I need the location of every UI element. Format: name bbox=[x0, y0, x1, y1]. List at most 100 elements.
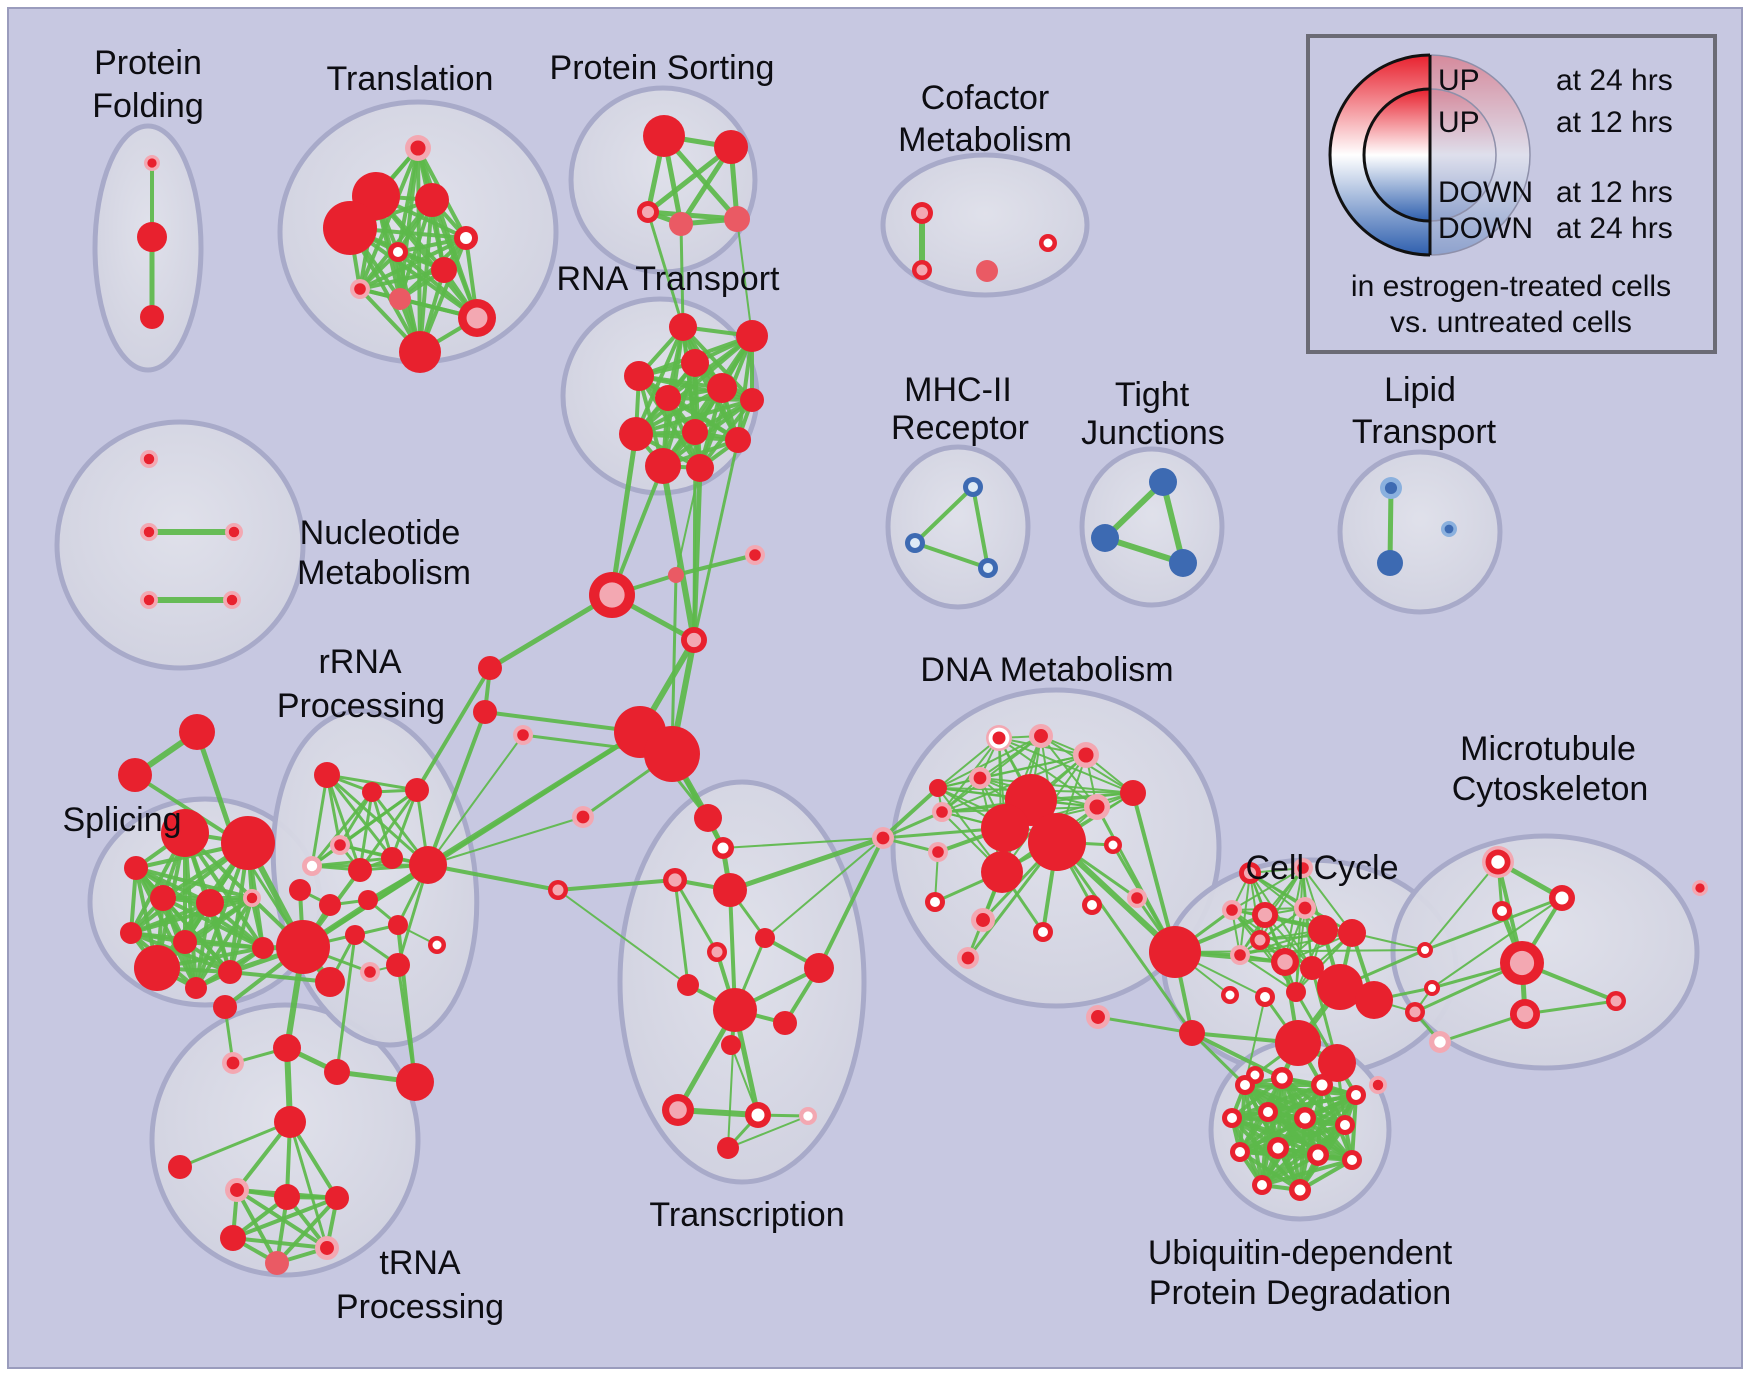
node-ps4 bbox=[669, 212, 693, 236]
node-dmB-layer bbox=[1034, 729, 1048, 743]
node-lt3 bbox=[1441, 521, 1457, 537]
node-ps4-layer bbox=[669, 212, 693, 236]
node-rrL bbox=[388, 915, 408, 935]
node-mh1-layer bbox=[968, 482, 978, 492]
node-mcA bbox=[1482, 846, 1514, 878]
node-rrH-layer bbox=[409, 846, 447, 884]
node-mh2-layer bbox=[910, 538, 920, 548]
node-rt2-layer bbox=[736, 320, 768, 352]
edge-mh1-mh3 bbox=[971, 485, 990, 570]
edge-tr4-tr10 bbox=[430, 198, 479, 320]
node-mcF-layer bbox=[1610, 995, 1622, 1007]
node-mcG-layer bbox=[1695, 883, 1705, 893]
node-dmE bbox=[929, 779, 947, 797]
node-ubE bbox=[1222, 1108, 1242, 1128]
edge-rrC-rrF bbox=[358, 788, 419, 872]
node-cb9-layer bbox=[552, 884, 564, 896]
node-ccW-layer bbox=[1409, 1006, 1421, 1018]
node-tr3-layer bbox=[323, 201, 377, 255]
node-dmQ-layer bbox=[961, 951, 975, 965]
node-spL-layer bbox=[252, 937, 274, 959]
node-tx2 bbox=[712, 837, 734, 859]
node-bgA bbox=[478, 656, 502, 680]
edge-dmA-dmG bbox=[998, 737, 1134, 794]
edge-hx1-hx6 bbox=[235, 1188, 279, 1265]
node-mcF bbox=[1606, 991, 1626, 1011]
node-mh2 bbox=[905, 533, 925, 553]
legend-time-1: at 24 hrs bbox=[1556, 64, 1673, 97]
cluster-label-microtubule-cytoskeleton-line2: Cytoskeleton bbox=[1452, 770, 1649, 808]
edge-spE-spK bbox=[194, 901, 212, 990]
node-HB2-layer bbox=[315, 967, 345, 997]
node-dmL bbox=[981, 851, 1023, 893]
node-tx11-layer bbox=[721, 1035, 741, 1055]
node-hx1 bbox=[225, 1178, 249, 1202]
cluster-label-protein-sorting: Protein Sorting bbox=[550, 49, 775, 87]
edge-cb9-tx3 bbox=[556, 878, 677, 892]
node-ccO-layer bbox=[1317, 964, 1363, 1010]
node-rt3 bbox=[681, 349, 709, 377]
node-nm2 bbox=[140, 523, 158, 541]
node-ubB-layer bbox=[1276, 1072, 1288, 1084]
node-tx7 bbox=[804, 953, 834, 983]
node-rrK bbox=[358, 890, 378, 910]
edge-dmHub-dmG bbox=[1131, 791, 1177, 954]
node-rt11 bbox=[645, 448, 681, 484]
node-tnD-layer bbox=[274, 1106, 306, 1138]
node-tr3 bbox=[323, 201, 377, 255]
edge-cb2-cb3 bbox=[674, 553, 757, 577]
legend-time-2: at 12 hrs bbox=[1556, 106, 1673, 139]
node-ccF bbox=[1308, 915, 1338, 945]
node-dmA-layer bbox=[992, 731, 1006, 745]
node-ubD-layer bbox=[1351, 1090, 1361, 1100]
node-dmG-layer bbox=[1120, 780, 1146, 806]
node-ps1 bbox=[643, 115, 685, 157]
node-cb3-layer bbox=[749, 549, 761, 561]
edge-rt11-cb1 bbox=[610, 464, 665, 597]
node-cb8-layer bbox=[576, 810, 590, 824]
node-tr5 bbox=[454, 226, 478, 250]
node-ccK bbox=[1300, 956, 1324, 980]
node-rt1 bbox=[669, 313, 697, 341]
node-ubA bbox=[1235, 1075, 1255, 1095]
node-dmQ bbox=[957, 947, 979, 969]
node-spD-layer bbox=[150, 885, 176, 911]
node-tx10-layer bbox=[773, 1011, 797, 1035]
node-tnB-layer bbox=[324, 1059, 350, 1085]
node-ccB bbox=[1222, 900, 1242, 920]
node-tr10-layer bbox=[466, 307, 488, 329]
node-tx13 bbox=[745, 1102, 771, 1128]
node-dmP bbox=[1033, 922, 1053, 942]
cluster-label-protein-folding-line1: Protein bbox=[94, 44, 202, 82]
node-ubP bbox=[1369, 1076, 1387, 1094]
node-tr8 bbox=[350, 279, 370, 299]
node-rrC-layer bbox=[405, 778, 429, 802]
node-ccS-layer bbox=[1250, 1070, 1260, 1080]
cluster-label-lipid-transport-line1: Lipid bbox=[1384, 371, 1456, 409]
legend-direction-1: UP bbox=[1438, 64, 1480, 97]
node-ccH-layer bbox=[1254, 934, 1266, 946]
node-rt7 bbox=[740, 388, 764, 412]
node-spC-layer bbox=[124, 856, 148, 880]
node-rt3-layer bbox=[681, 349, 709, 377]
cluster-shape-nucleotide-metabolism bbox=[54, 419, 306, 671]
node-dmH-layer bbox=[936, 806, 948, 818]
node-tr11 bbox=[399, 331, 441, 373]
node-ubH bbox=[1335, 1115, 1355, 1135]
node-cb4 bbox=[681, 627, 707, 653]
node-nm1 bbox=[140, 450, 158, 468]
edge-ccA-ccF bbox=[1249, 872, 1324, 931]
node-rt11-layer bbox=[645, 448, 681, 484]
node-rrI-layer bbox=[289, 879, 311, 901]
node-tnB bbox=[324, 1059, 350, 1085]
cluster-label-trna-processing-line1: tRNA bbox=[379, 1244, 461, 1282]
node-rrE bbox=[302, 856, 322, 876]
edge-rrA-rrF bbox=[325, 773, 362, 872]
node-hx2-layer bbox=[274, 1184, 300, 1210]
node-rt4-layer bbox=[624, 361, 654, 391]
cluster-label-tight-junctions-line1: Tight bbox=[1115, 376, 1190, 414]
node-ubM-layer bbox=[1257, 1180, 1267, 1190]
edge-ps4-rt1 bbox=[679, 222, 685, 329]
node-bgA-layer bbox=[478, 656, 502, 680]
node-tx1-layer bbox=[694, 804, 722, 832]
